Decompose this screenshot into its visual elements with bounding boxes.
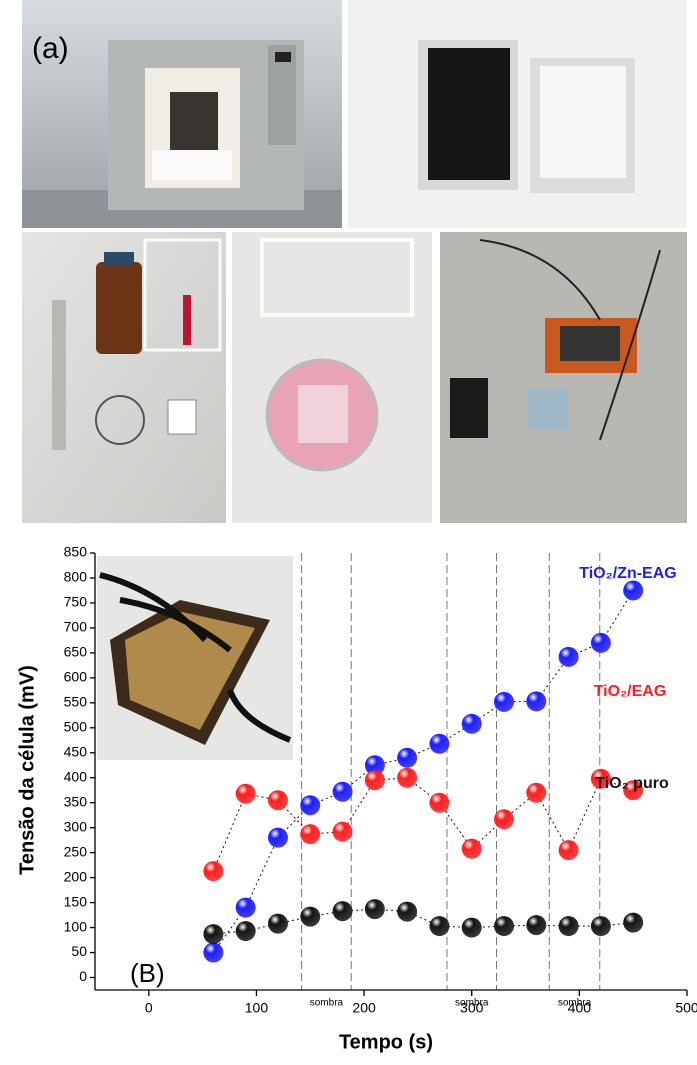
y-tick-label: 450 <box>64 743 88 759</box>
y-tick-label: 0 <box>79 968 87 984</box>
figure: (a) (B) Tempo (s <box>0 0 697 1065</box>
data-point <box>559 840 579 860</box>
data-point <box>236 784 256 804</box>
data-point <box>429 793 449 813</box>
data-point <box>333 901 353 921</box>
data-point <box>429 734 449 754</box>
y-tick-label: 650 <box>64 644 88 660</box>
x-tick-label: 100 <box>245 1000 269 1016</box>
data-point <box>494 692 514 712</box>
data-point <box>397 768 417 788</box>
photo-dish <box>232 232 432 523</box>
photo-samples <box>348 0 687 228</box>
inset-photo <box>97 556 293 760</box>
data-point <box>268 914 288 934</box>
y-tick-label: 150 <box>64 893 88 909</box>
data-point <box>333 822 353 842</box>
data-point <box>236 921 256 941</box>
x-tick-label: 300 <box>460 1000 484 1016</box>
y-axis-label: Tensão da célula (mV) <box>16 665 38 875</box>
y-tick-label: 250 <box>64 843 88 859</box>
data-point <box>365 770 385 790</box>
y-tick-label: 500 <box>64 719 88 735</box>
data-point <box>300 824 320 844</box>
data-point <box>268 828 288 848</box>
y-tick-label: 550 <box>64 694 88 710</box>
x-tick-label: 400 <box>568 1000 592 1016</box>
data-point <box>300 907 320 927</box>
x-tick-label: 200 <box>352 1000 376 1016</box>
data-point <box>429 916 449 936</box>
series-label: TiO₂/Zn-EAG <box>579 565 676 582</box>
x-axis-label: Tempo (s) <box>339 1031 433 1053</box>
panel-label: (a) <box>32 32 69 65</box>
y-tick-label: 600 <box>64 669 88 685</box>
data-point <box>365 899 385 919</box>
shade-label: sombra <box>310 998 344 1009</box>
data-point <box>300 795 320 815</box>
y-tick-label: 850 <box>64 544 88 560</box>
y-tick-label: 350 <box>64 793 88 809</box>
y-tick-label: 700 <box>64 619 88 635</box>
series-label: TiO₂/EAG <box>594 683 667 700</box>
data-point <box>203 924 223 944</box>
data-point <box>397 748 417 768</box>
data-point <box>397 902 417 922</box>
data-point <box>203 861 223 881</box>
photo-multimeter <box>440 232 687 523</box>
panel-label: (B) <box>130 958 165 988</box>
data-point <box>462 918 482 938</box>
y-tick-label: 750 <box>64 594 88 610</box>
y-tick-label: 200 <box>64 868 88 884</box>
y-tick-label: 100 <box>64 918 88 934</box>
x-tick-label: 0 <box>145 1000 153 1016</box>
y-tick-label: 400 <box>64 768 88 784</box>
photo-furnace <box>22 0 342 228</box>
data-point <box>559 647 579 667</box>
data-point <box>333 782 353 802</box>
data-point <box>591 916 611 936</box>
data-point <box>203 943 223 963</box>
data-point <box>623 913 643 933</box>
y-tick-label: 300 <box>64 818 88 834</box>
data-point <box>559 916 579 936</box>
data-point <box>526 691 546 711</box>
data-point <box>623 580 643 600</box>
data-point <box>591 633 611 653</box>
data-point <box>236 898 256 918</box>
data-point <box>462 839 482 859</box>
series-label: TiO₂ puro <box>595 775 669 792</box>
data-point <box>268 790 288 810</box>
x-tick-label: 500 <box>675 1000 697 1016</box>
y-tick-label: 800 <box>64 569 88 585</box>
photo-reagents <box>22 232 226 523</box>
data-point <box>494 916 514 936</box>
data-point <box>526 915 546 935</box>
data-point <box>462 714 482 734</box>
y-tick-label: 50 <box>71 943 87 959</box>
data-point <box>526 783 546 803</box>
data-point <box>494 809 514 829</box>
